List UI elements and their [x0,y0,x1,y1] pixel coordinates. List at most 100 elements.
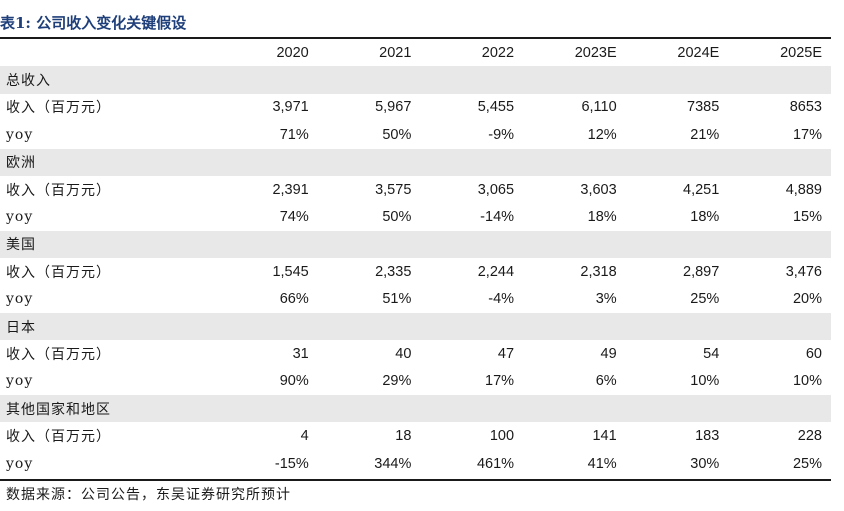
section-empty-cell [215,312,318,341]
table-cell: 51% [382,291,412,308]
bottom-rule [0,479,831,481]
table-row: 收入（百万元） 31 40 47 49 54 60 [0,340,831,367]
section-empty-cell [215,66,318,94]
table-cell: 3,575 [375,181,412,198]
table-cell: 50% [382,126,412,143]
section-empty-cell [523,66,626,94]
section-empty-cell [728,148,831,176]
table-cell: 8653 [789,99,822,116]
table-cell: 2,318 [580,263,617,280]
table-cell: 40 [395,345,412,362]
section-label: 欧洲 [0,148,216,176]
table-cell: 6% [595,373,617,390]
table-cell: 141 [592,428,617,445]
table-cell: 3,065 [477,181,515,198]
table-cell: 31 [292,345,309,362]
section-empty-cell [420,148,524,176]
table-cell: 41% [587,455,617,472]
section-empty-cell [215,148,318,176]
table-cell: 15% [792,209,822,226]
section-empty-cell [625,230,729,259]
table-cell: 6,110 [581,99,617,116]
table-cell: 2,335 [375,263,412,280]
table-cell: -9% [488,126,515,143]
table-cell: 228 [797,428,822,445]
table-cell: 60 [805,345,822,362]
table-cell: 18% [587,209,617,226]
section-empty-cell [317,395,421,423]
column-header: 2024E [677,44,720,61]
section-label: 日本 [0,312,216,341]
table-cell: 50% [382,209,412,226]
table-cell: 3% [595,291,617,308]
table-cell: 47 [497,345,515,362]
section-label: 美国 [0,230,216,259]
column-header: 2025E [780,44,822,61]
row-label: yoy [6,455,34,472]
table-cell: 4,251 [683,181,720,198]
table-cell: 1,545 [272,263,309,280]
table-cell: 18% [690,209,720,226]
column-header: 2020 [276,44,309,61]
section-empty-cell [420,395,524,423]
section-empty-cell [215,230,318,259]
table-row: yoy 71% 50% -9% 12% 21% 17% [0,121,831,148]
section-label: 其他国家和地区 [0,395,216,423]
row-label: yoy [6,126,34,143]
section-row: 总收入 [0,66,831,94]
table-cell: 17% [792,126,822,143]
table-cell: 66% [279,291,309,308]
section-empty-cell [215,395,318,423]
table-row: 收入（百万元） 4 18 100 141 183 228 [0,422,831,449]
table-cell: 25% [792,455,822,472]
table-cell: 29% [382,373,412,390]
row-label: 收入（百万元） [6,429,111,446]
section-empty-cell [317,312,421,341]
table-row: yoy -15% 344% 461% 41% 30% 25% [0,450,831,477]
table-cell: -15% [274,455,309,472]
table-cell: 21% [690,126,720,143]
header-row: 2020 2021 2022 2023E 2024E 2025E [0,39,831,66]
row-label: yoy [6,291,34,308]
table-row: 收入（百万元） 3,971 5,967 5,455 6,110 7385 8653 [0,94,831,121]
section-empty-cell [523,148,626,176]
table-row: 收入（百万元） 2,391 3,575 3,065 3,603 4,251 4,889 [0,176,831,203]
table-cell: -14% [480,209,515,226]
column-header: 2023E [574,44,617,61]
table-cell: 20% [792,291,822,308]
section-empty-cell [625,66,729,94]
section-empty-cell [625,395,729,423]
row-label: 收入（百万元） [6,182,111,199]
table-cell: 344% [374,455,412,472]
section-empty-cell [625,312,729,341]
section-empty-cell [728,230,831,259]
table-cell: 30% [690,455,720,472]
section-empty-cell [523,230,626,259]
table-cell: 5,967 [375,99,412,116]
table-cell: 4 [300,428,309,445]
section-empty-cell [523,312,626,341]
section-empty-cell [420,66,524,94]
table-cell: 54 [703,345,720,362]
top-rule [0,37,831,39]
table-cell: 461% [476,455,515,472]
table-row: yoy 74% 50% -14% 18% 18% 15% [0,203,831,230]
section-row: 日本 [0,312,831,341]
table-cell: 2,897 [683,263,720,280]
revenue-assumptions-table: 2020 2021 2022 2023E 2024E 2025E 总收入收入（百… [0,39,831,477]
table-cell: 10% [792,373,822,390]
row-label: 收入（百万元） [6,264,111,281]
section-row: 其他国家和地区 [0,395,831,423]
table-cell: 25% [690,291,720,308]
table-cell: 7385 [687,99,720,116]
section-empty-cell [728,66,831,94]
table-cell: 3,476 [785,263,822,280]
table-cell: 5,455 [477,99,515,116]
section-row: 欧洲 [0,148,831,176]
table-cell: 2,244 [477,263,515,280]
row-label: yoy [6,373,34,390]
table-cell: 4,889 [785,181,822,198]
table-cell: 3,971 [272,99,309,116]
section-empty-cell [728,312,831,341]
table-cell: 12% [587,126,617,143]
